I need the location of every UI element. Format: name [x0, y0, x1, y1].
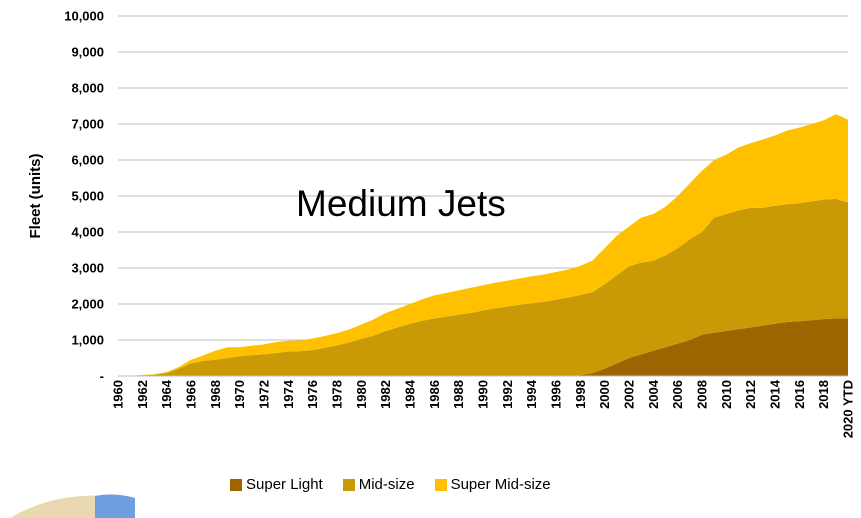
y-tick-label: 3,000 [71, 261, 104, 276]
x-tick-label: 1960 [111, 380, 126, 409]
x-tick-label: 2020 YTD [841, 380, 856, 438]
x-tick-label: 1962 [135, 380, 150, 409]
x-tick-label: 1984 [403, 379, 418, 409]
legend-item: Super Light [230, 476, 323, 493]
y-tick-label: 6,000 [71, 153, 104, 168]
legend-swatch [230, 478, 242, 491]
legend-label: Mid-size [358, 476, 415, 493]
legend: Super Light Mid-size Super Mid-size [230, 476, 551, 493]
y-tick-label: 4,000 [71, 225, 104, 240]
x-tick-label: 1998 [573, 380, 588, 409]
area-mid-size [118, 198, 848, 376]
chart-svg: - 1,000 2,000 3,000 4,000 5,000 6,000 7,000 8,00… [27, 9, 856, 439]
gridlines [118, 15, 848, 377]
x-tick-label: 2002 [622, 380, 637, 409]
y-tick-label: 7,000 [71, 117, 104, 132]
legend-swatch [434, 478, 447, 491]
x-tick-label: 2008 [695, 380, 710, 409]
x-tick-label: 1990 [476, 380, 491, 409]
x-tick-label: 2018 [816, 380, 831, 409]
x-tick-label: 1980 [354, 380, 369, 409]
legend-swatch [342, 478, 355, 491]
x-tick-label: 1964 [159, 379, 174, 409]
y-tick-label: 10,000 [64, 9, 104, 24]
legend-item: Mid-size [342, 476, 415, 493]
y-tick-label: 9,000 [71, 45, 104, 60]
y-tick-label: 1,000 [71, 333, 104, 348]
x-tick-label: 2004 [646, 379, 661, 409]
y-tick-label: 5,000 [71, 189, 104, 204]
y-axis-ticks: - 1,000 2,000 3,000 4,000 5,000 6,000 7,000 8,00… [64, 9, 104, 384]
legend-item: Super Mid-size [434, 476, 551, 493]
x-tick-label: 1996 [549, 380, 564, 409]
x-tick-label: 1966 [184, 380, 199, 409]
x-tick-label: 2010 [719, 380, 734, 409]
x-tick-label: 2014 [768, 379, 783, 409]
x-tick-label: 2016 [792, 380, 807, 409]
x-tick-label: 1994 [524, 379, 539, 409]
x-tick-label: 1988 [451, 380, 466, 409]
y-tick-label: 8,000 [71, 81, 104, 96]
y-axis-label: Fleet (units) [27, 153, 44, 238]
y-tick-label: 2,000 [71, 297, 104, 312]
x-tick-label: 1970 [232, 380, 247, 409]
x-tick-label: 1972 [257, 380, 272, 409]
x-tick-label: 1992 [500, 380, 515, 409]
legend-label: Super Mid-size [450, 476, 551, 493]
x-tick-label: 2012 [743, 380, 758, 409]
stacked-areas [118, 114, 848, 377]
legend-label: Super Light [246, 476, 323, 493]
x-tick-label: 2000 [597, 380, 612, 409]
x-tick-label: 1968 [208, 380, 223, 409]
x-tick-label: 1978 [330, 380, 345, 409]
area-super-mid-size [118, 114, 848, 376]
area-super-light [118, 318, 848, 376]
x-tick-label: 1986 [427, 380, 442, 409]
x-tick-label: 1982 [378, 380, 393, 409]
y-tick-label: - [100, 369, 104, 384]
x-axis-ticks: 1960 1962 1964 1966 1968 1970 1972 1974 1976 1978… [111, 379, 856, 438]
chart-annotation: Medium Jets [296, 183, 506, 224]
x-tick-label: 1974 [281, 379, 296, 409]
decorative-arc [10, 494, 135, 518]
x-tick-label: 2006 [670, 380, 685, 409]
x-tick-label: 1976 [305, 380, 320, 409]
